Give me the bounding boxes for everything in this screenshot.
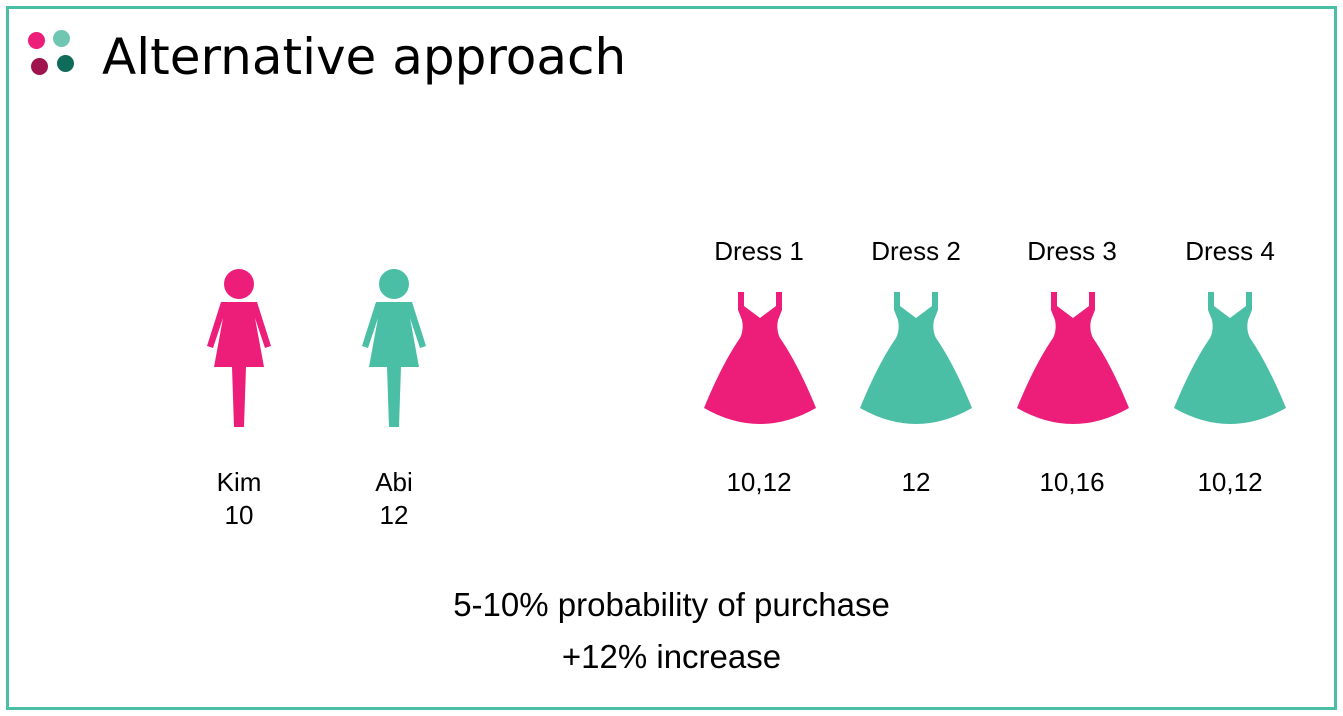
dress-icon-2 bbox=[860, 292, 972, 424]
woman-icon-kim bbox=[207, 269, 271, 427]
dress-sizes-1: 10,12 bbox=[726, 467, 792, 497]
woman-head bbox=[379, 269, 409, 299]
slide-frame bbox=[6, 6, 1337, 710]
dress-sizes-4: 10,12 bbox=[1197, 467, 1263, 497]
dress-sizes-2: 12 bbox=[901, 467, 931, 497]
slide-title: Alternative approach bbox=[102, 28, 627, 86]
dress-label-3: Dress 3 bbox=[1027, 236, 1117, 266]
woman-body bbox=[207, 302, 271, 427]
customer-name-abi: Abi bbox=[375, 467, 413, 497]
dress-icon-3 bbox=[1017, 292, 1129, 424]
dress-label-4: Dress 4 bbox=[1185, 236, 1275, 266]
customer-name-kim: Kim bbox=[216, 467, 262, 497]
logo-dots-icon bbox=[28, 30, 78, 80]
woman-head bbox=[224, 269, 254, 299]
customer-size-kim: 10 bbox=[224, 500, 254, 530]
woman-icon-abi bbox=[362, 269, 426, 427]
dress-icon-4 bbox=[1174, 292, 1286, 424]
dress-sizes-3: 10,16 bbox=[1039, 467, 1105, 497]
dress-label-2: Dress 2 bbox=[871, 236, 961, 266]
woman-body bbox=[362, 302, 426, 427]
dress-icon-1 bbox=[704, 292, 816, 424]
dress-label-1: Dress 1 bbox=[714, 236, 804, 266]
increase-text: +12% increase bbox=[561, 638, 782, 675]
purchase-probability-text: 5-10% probability of purchase bbox=[453, 586, 890, 623]
customer-size-abi: 12 bbox=[379, 500, 409, 530]
